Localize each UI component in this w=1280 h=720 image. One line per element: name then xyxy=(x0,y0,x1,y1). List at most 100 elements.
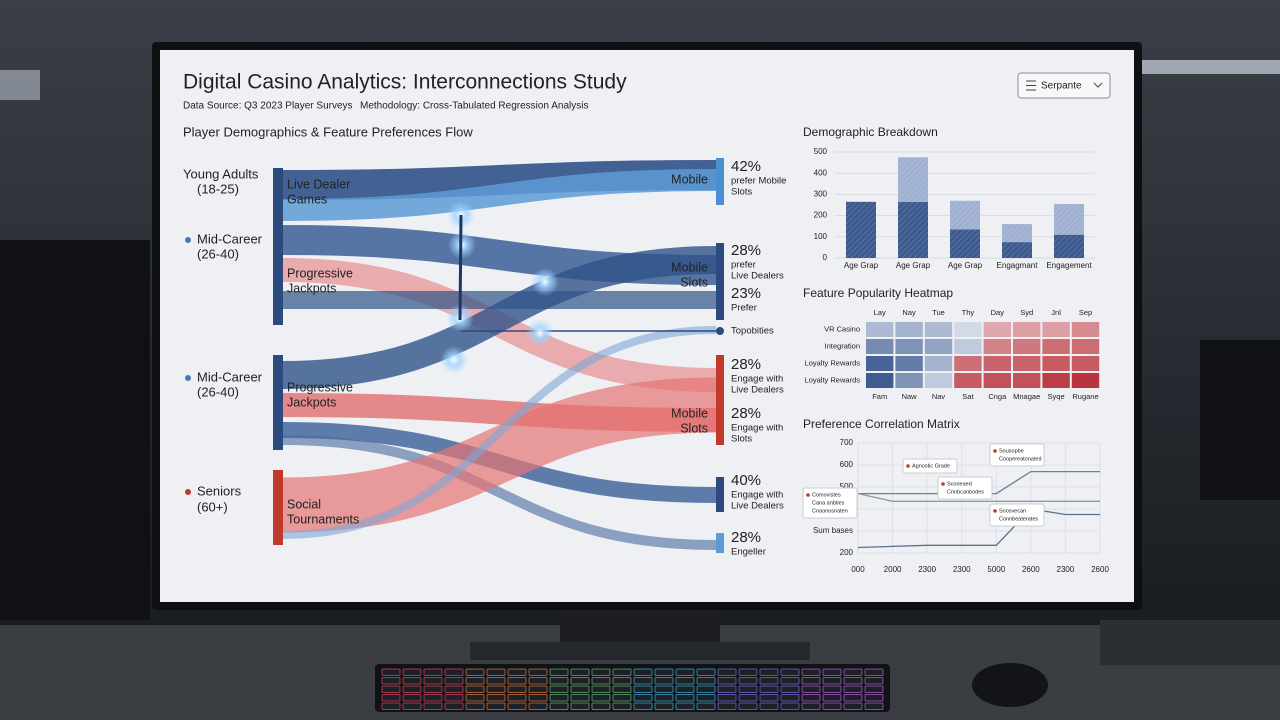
heat-cell xyxy=(924,356,953,371)
annotation-text: Comovistes xyxy=(812,492,841,498)
source: Data Source: Q3 2023 Player Surveys xyxy=(183,101,353,112)
key xyxy=(654,668,674,676)
flow xyxy=(282,246,717,389)
outcome-text: prefer xyxy=(731,260,756,271)
target-node xyxy=(716,243,724,320)
outcome-text: Engage with xyxy=(731,374,783,385)
outcome-text: Prefer xyxy=(731,303,757,314)
key xyxy=(507,685,527,693)
key xyxy=(675,677,695,685)
key xyxy=(759,677,779,685)
heat-cell xyxy=(983,373,1011,388)
key xyxy=(780,685,800,693)
group-dot xyxy=(185,375,191,381)
outcome-text: Live Dealers xyxy=(731,271,784,282)
flow xyxy=(282,326,717,539)
outcome-text: Live Dealers xyxy=(731,385,784,396)
annotation-text: Soosvecan xyxy=(999,508,1026,514)
key xyxy=(570,694,590,702)
node-label: Social xyxy=(287,497,321,511)
bar-hatch xyxy=(1054,203,1084,235)
heat-cell xyxy=(866,339,894,354)
heat-cell xyxy=(895,322,923,337)
heat-cell xyxy=(866,322,894,337)
target-label: Mobile xyxy=(671,172,708,186)
key xyxy=(822,702,842,710)
annotation-text: Cana anbties xyxy=(812,500,845,506)
group-range: (26-40) xyxy=(197,384,239,399)
key xyxy=(612,677,632,685)
y-tick-label: 200 xyxy=(840,548,854,557)
key xyxy=(843,668,863,676)
key xyxy=(864,702,884,710)
key xyxy=(843,677,863,685)
dropdown[interactable] xyxy=(1017,72,1111,99)
key xyxy=(528,668,548,676)
heat-cell xyxy=(1013,322,1041,337)
key xyxy=(738,668,758,676)
node-label: Live Dealer xyxy=(287,177,350,191)
key xyxy=(696,694,716,702)
target-label: Slots xyxy=(680,421,708,435)
row-label: Loyalty Rewards xyxy=(805,375,861,384)
annotation-box xyxy=(989,503,1045,527)
annotation-box xyxy=(902,458,958,474)
annotation-box xyxy=(937,476,993,500)
x-tick-label: 2600 xyxy=(1022,565,1040,574)
dropdown-label: Serpante xyxy=(1041,81,1082,92)
outcome-text: Engage with xyxy=(731,423,783,434)
heat-cell xyxy=(1071,356,1100,371)
heat-cell xyxy=(895,339,923,354)
device xyxy=(1100,620,1280,665)
x-tick-label: 2000 xyxy=(884,565,902,574)
y-tick-label: 600 xyxy=(840,460,854,469)
bar-hatch xyxy=(950,229,980,258)
heat-cell xyxy=(1071,339,1100,354)
key xyxy=(486,677,506,685)
key xyxy=(801,668,821,676)
y-tick-label: 400 xyxy=(814,168,828,177)
row-label: Integration xyxy=(825,341,860,350)
key xyxy=(465,685,485,693)
heat-cell xyxy=(924,322,953,337)
annotation-text: Coopereatonated xyxy=(999,456,1042,462)
heat-cell xyxy=(1042,373,1070,388)
x-tick-label: 2300 xyxy=(1057,565,1075,574)
flow xyxy=(282,169,717,221)
key xyxy=(402,668,422,676)
key xyxy=(402,702,422,710)
x-tick-label: Age Grap xyxy=(948,261,983,270)
heat-cell xyxy=(954,339,982,354)
group-name: Young Adults xyxy=(183,166,259,181)
key xyxy=(738,702,758,710)
key xyxy=(486,685,506,693)
node-label: Progressive xyxy=(287,266,353,280)
outcome-text: Live Dealers xyxy=(731,501,784,512)
key xyxy=(801,685,821,693)
key xyxy=(696,685,716,693)
key xyxy=(654,702,674,710)
heat-cell xyxy=(1042,356,1070,371)
key xyxy=(486,694,506,702)
key xyxy=(444,694,464,702)
outcome-text: Slots xyxy=(731,434,752,445)
glow xyxy=(440,346,468,374)
key xyxy=(381,694,401,702)
key xyxy=(612,668,632,676)
key xyxy=(654,694,674,702)
key xyxy=(570,702,590,710)
x-tick-label: Age Grap xyxy=(896,261,931,270)
key xyxy=(654,685,674,693)
heatmap-title: Feature Popularity Heatmap xyxy=(803,286,953,300)
annotation-text: Connbeaterates xyxy=(999,516,1038,522)
group-range: (26-40) xyxy=(197,246,239,261)
col-label: Nay xyxy=(902,308,916,317)
annotation-dot xyxy=(993,509,997,513)
group-range: (60+) xyxy=(197,499,228,514)
key xyxy=(717,677,737,685)
key xyxy=(381,677,401,685)
heat-cell xyxy=(1013,373,1041,388)
key xyxy=(780,677,800,685)
key xyxy=(423,702,443,710)
target-node xyxy=(716,355,724,445)
